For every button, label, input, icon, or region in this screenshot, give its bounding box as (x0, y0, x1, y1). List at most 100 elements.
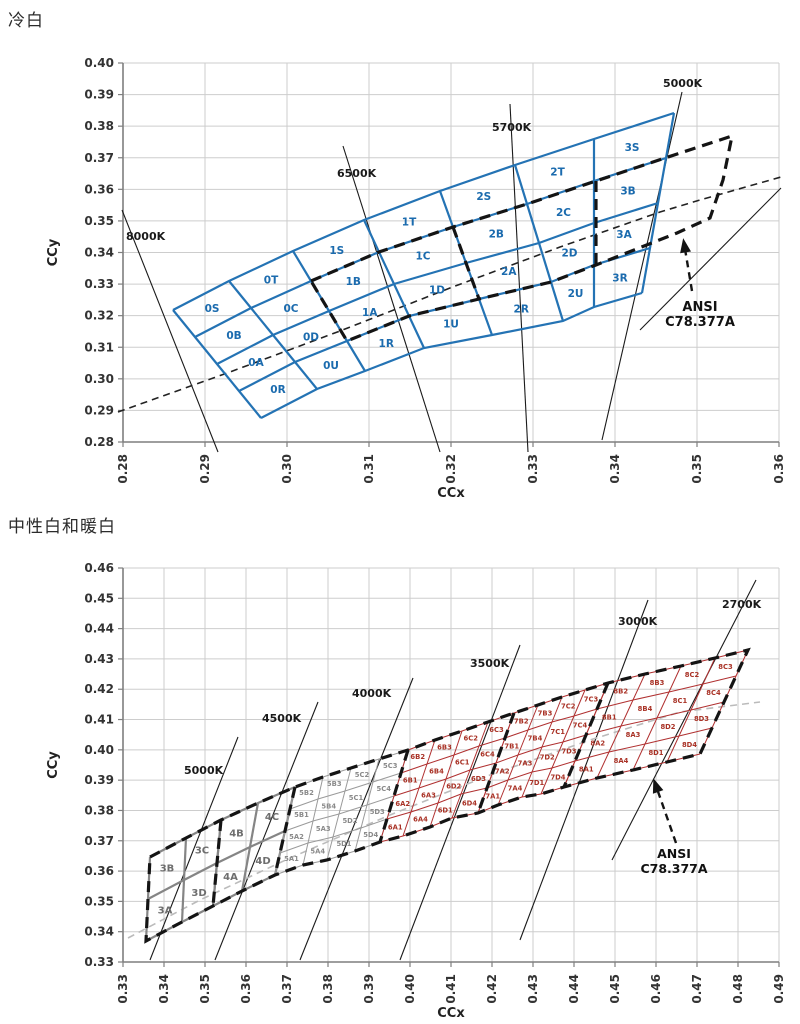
bin-label: 2A (501, 266, 517, 278)
bin-label: 8B1 (602, 714, 617, 722)
x-tick-label: 0.44 (567, 974, 581, 1004)
bin-label: 7A4 (508, 785, 523, 793)
bin-label: 5A4 (310, 847, 325, 855)
bin-label: 7D3 (561, 748, 576, 756)
y-tick-label: 0.37 (84, 151, 114, 165)
mesh-row-line (279, 818, 388, 854)
x-tick-label: 0.38 (321, 974, 335, 1004)
cct-line (399, 644, 521, 961)
y-tick-label: 0.42 (84, 682, 114, 696)
bin-label: 5C1 (349, 794, 364, 802)
bin-label: 2U (568, 288, 584, 300)
ansi-annotation-label: C78.377A (640, 861, 707, 876)
neutral-warm-white-title: 中性白和暖白 (8, 517, 116, 537)
mesh-row-line (585, 701, 725, 736)
y-tick-label: 0.41 (84, 713, 114, 727)
x-tick-label: 0.35 (198, 974, 212, 1004)
mesh-row-line (289, 772, 402, 810)
x-tick-label: 0.42 (485, 974, 499, 1004)
bin-label: 7B1 (504, 743, 519, 751)
bin-label: 2R (514, 303, 529, 315)
y-tick-label: 0.40 (84, 56, 114, 70)
bin-label: 0S (205, 303, 220, 315)
x-tick-label: 0.30 (280, 454, 294, 484)
y-tick-label: 0.38 (84, 803, 114, 817)
ansi-divider (378, 749, 410, 843)
mesh-row-line (504, 708, 598, 739)
bin-label: 5D3 (370, 808, 385, 816)
y-tick-label: 0.43 (84, 652, 114, 666)
bin-label: 0B (226, 330, 241, 342)
bin-label: 7C2 (561, 702, 576, 710)
cct-label: 4500K (262, 712, 302, 725)
bin-label: 6B2 (410, 753, 425, 761)
bin-label: 3C (195, 845, 209, 856)
y-tick-label: 0.34 (84, 246, 114, 260)
y-tick-label: 0.46 (84, 561, 114, 575)
y-tick-label: 0.40 (84, 743, 114, 757)
bin-label: 5D2 (342, 817, 357, 825)
bin-label: 6D1 (438, 807, 453, 815)
bin-label: 4C (265, 812, 279, 823)
bin-label: 0D (303, 331, 319, 343)
cct-label: 6500K (337, 167, 377, 180)
cct-label: 3000K (618, 615, 658, 628)
bin-label: 8D1 (648, 749, 663, 757)
bin-label: 6D2 (446, 783, 461, 791)
y-tick-label: 0.31 (84, 340, 114, 354)
bin-label: 1T (402, 217, 417, 229)
bin-label: 8B3 (650, 679, 665, 687)
ansi-arrowhead (680, 238, 692, 254)
bin-label: 5A2 (289, 833, 304, 841)
cool-white-title: 冷白 (8, 11, 44, 31)
bin-label: 5B4 (321, 802, 336, 810)
cct-line (639, 187, 782, 331)
bin-label: 1A (362, 307, 378, 319)
x-tick-label: 0.29 (198, 454, 212, 484)
mesh-row-line (216, 829, 286, 864)
y-tick-label: 0.36 (84, 182, 114, 196)
bin-label: 8B2 (613, 688, 628, 696)
mesh-row-line (393, 762, 497, 797)
y-tick-label: 0.35 (84, 214, 114, 228)
bin-label: 7C1 (551, 728, 566, 736)
y-tick-label: 0.44 (84, 622, 114, 636)
cct-line (342, 145, 441, 453)
bin-label: 4B (229, 828, 244, 839)
ansi-annotation-label: C78.377A (665, 315, 735, 330)
bin-label: 8A3 (626, 731, 641, 739)
bin-label: 6D3 (471, 775, 486, 783)
bin-label: 8B4 (638, 705, 653, 713)
bin-label: 4D (255, 856, 270, 867)
bin-label: 3R (612, 272, 627, 284)
bin-label: 8C1 (673, 697, 688, 705)
cct-line (299, 677, 414, 961)
x-axis-title: CCx (437, 486, 465, 501)
cct-line (611, 579, 757, 861)
bin-label: 2C (556, 207, 571, 219)
mesh-row-line (147, 862, 218, 900)
bin-label: 6A3 (421, 792, 436, 800)
bin-label: 8D2 (660, 723, 675, 731)
bin-label: 0A (248, 357, 264, 369)
ansi-divider (273, 786, 297, 876)
y-tick-label: 0.34 (84, 925, 114, 939)
x-tick-label: 0.48 (731, 974, 745, 1004)
bin-label: 7C3 (584, 696, 599, 704)
bin-label: 2B (489, 228, 504, 240)
y-tick-label: 0.33 (84, 955, 114, 969)
bin-label: 5C2 (355, 771, 370, 779)
y-tick-label: 0.38 (84, 119, 114, 133)
mesh-row-line (386, 787, 488, 820)
y-tick-label: 0.36 (84, 864, 114, 878)
x-tick-label: 0.41 (444, 974, 458, 1004)
cct-line (509, 103, 529, 453)
bin-label: 8A2 (590, 740, 605, 748)
cct-label: 3500K (470, 657, 510, 670)
y-tick-label: 0.33 (84, 277, 114, 291)
bin-label: 5B1 (294, 811, 309, 819)
ansi-arrow (653, 782, 678, 844)
x-tick-label: 0.47 (690, 974, 704, 1004)
x-tick-label: 0.45 (608, 974, 622, 1004)
bin-label: 7B3 (538, 710, 553, 718)
